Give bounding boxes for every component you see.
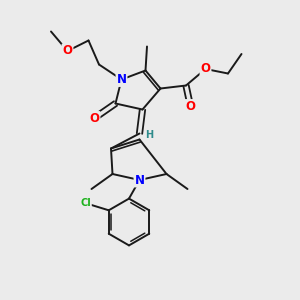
Text: O: O — [62, 44, 73, 58]
Text: H: H — [145, 130, 153, 140]
Text: Cl: Cl — [80, 198, 91, 208]
Text: N: N — [116, 73, 127, 86]
Text: O: O — [89, 112, 100, 125]
Text: O: O — [200, 62, 211, 76]
Text: N: N — [134, 173, 145, 187]
Text: O: O — [185, 100, 196, 113]
